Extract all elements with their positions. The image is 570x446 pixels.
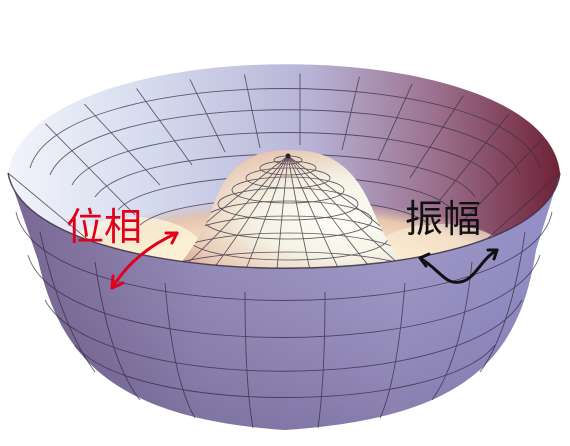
amplitude-label: 振幅 xyxy=(405,197,481,241)
bowl-outer-wall xyxy=(7,172,561,430)
hump-apex xyxy=(285,153,291,159)
bowl-outer-mesh xyxy=(15,211,553,429)
phase-arrow xyxy=(110,231,179,290)
phase-label: 位相 xyxy=(66,205,142,249)
amplitude-arrow xyxy=(418,248,499,284)
